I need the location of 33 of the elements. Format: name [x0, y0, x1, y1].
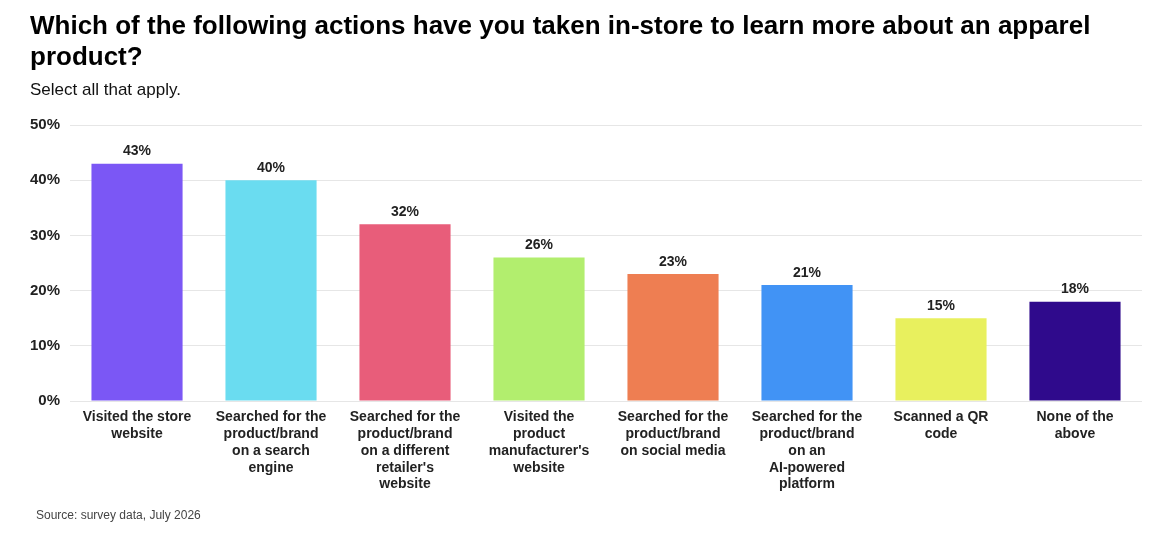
- y-tick-label: 40%: [29, 170, 61, 188]
- x-tick-label: Searched for the product/brand on a different retailer's website: [349, 408, 461, 492]
- bar: [895, 318, 987, 401]
- source-note: Source: survey data, July 2026: [36, 508, 201, 522]
- y-tick-label: 0%: [38, 391, 61, 409]
- x-tick-label: Visited the store website: [82, 408, 192, 442]
- x-tick-label: Searched for the product/brand on a search engine: [215, 408, 327, 475]
- bar: [761, 285, 853, 401]
- chart-subtitle: Select all that apply.: [30, 80, 181, 100]
- y-tick-label: 10%: [29, 335, 61, 353]
- x-tick-label: Visited the product manufacturer's website: [488, 408, 590, 475]
- bar: [359, 224, 451, 401]
- y-tick-label: 20%: [29, 280, 61, 298]
- data-label: 43%: [123, 142, 152, 159]
- x-tick-label: None of the above: [1036, 408, 1114, 442]
- data-label: 40%: [257, 159, 286, 176]
- data-label: 32%: [391, 203, 420, 220]
- data-label: 18%: [1060, 280, 1090, 297]
- bar: [493, 257, 585, 401]
- bar: [627, 274, 719, 401]
- y-tick-label: 30%: [29, 225, 61, 243]
- chart-title: Which of the following actions have you taken in-store to learn more about an apparel product?: [30, 10, 1092, 72]
- x-tick-label: Searched for the product/brand on an AI-powered platform: [751, 408, 863, 492]
- bar: [91, 163, 183, 401]
- y-tick-label: 50%: [29, 115, 61, 133]
- data-label: 15%: [926, 297, 956, 314]
- data-label: 26%: [525, 236, 554, 253]
- x-tick-label: Searched for the product/brand on social media: [617, 408, 729, 458]
- bar: [225, 180, 317, 401]
- data-label: 21%: [792, 263, 822, 280]
- bar: [1029, 301, 1121, 401]
- data-label: 23%: [658, 252, 688, 269]
- x-tick-label: Scanned a QR code: [893, 408, 989, 442]
